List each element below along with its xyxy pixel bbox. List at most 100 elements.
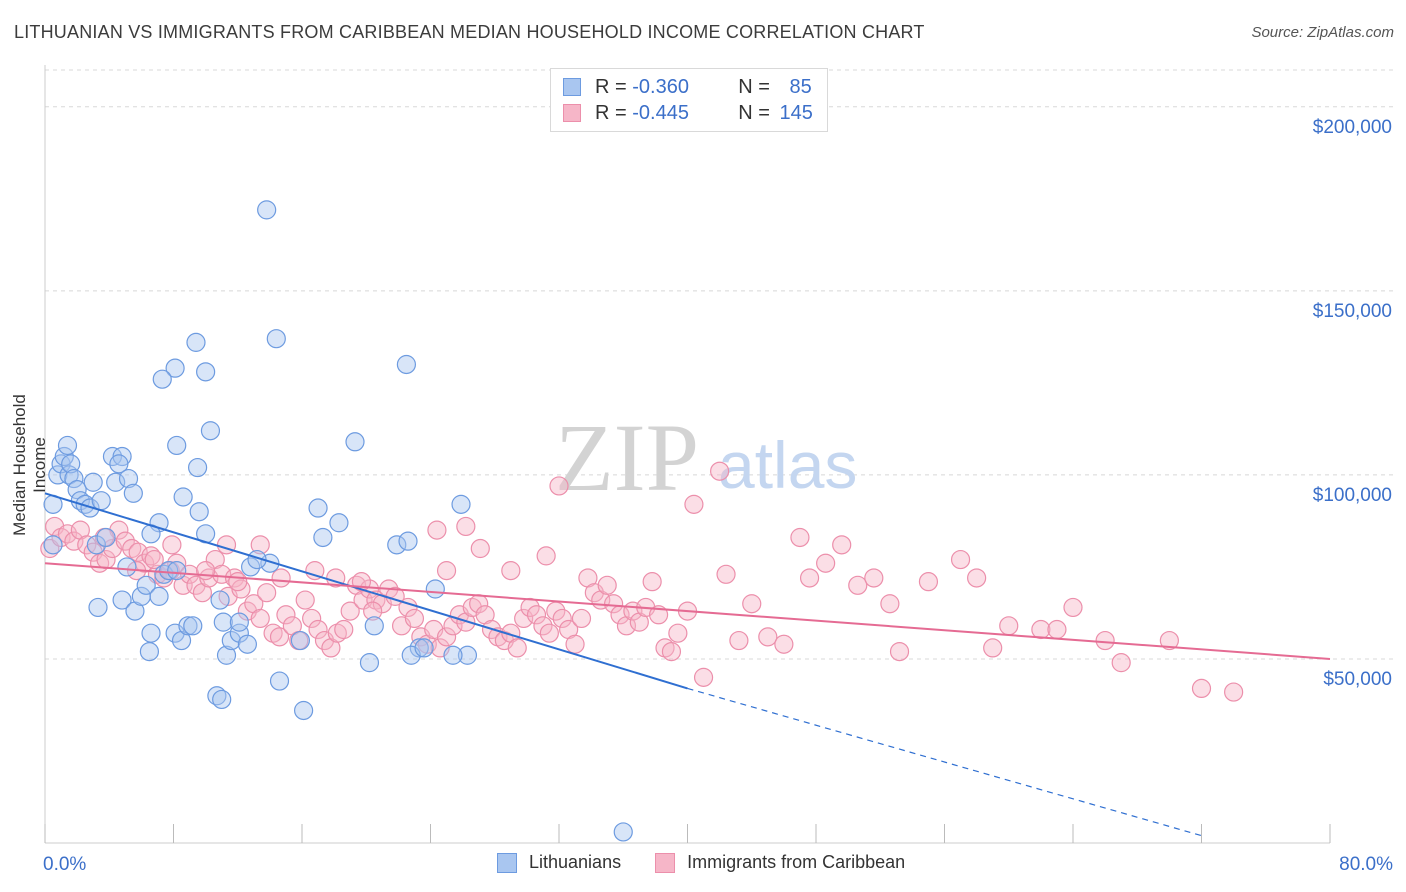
point-caribbean <box>799 568 820 588</box>
point-lithuanians <box>213 612 233 632</box>
legend-label-lithuanians: Lithuanians <box>529 852 622 872</box>
point-caribbean <box>257 583 277 603</box>
point-lithuanians <box>183 616 203 636</box>
watermark-atlas: atlas <box>718 428 857 502</box>
point-lithuanians <box>117 557 137 577</box>
point-lithuanians <box>221 630 241 651</box>
point-caribbean <box>1095 630 1115 651</box>
legend-swatch-caribbean <box>655 852 676 873</box>
point-lithuanians <box>241 557 261 577</box>
point-caribbean <box>1224 682 1244 702</box>
y-tick-label: $100,000 <box>1313 485 1392 506</box>
point-lithuanians <box>109 454 129 474</box>
point-caribbean <box>250 608 270 629</box>
point-caribbean <box>162 535 182 555</box>
point-lithuanians <box>178 616 198 636</box>
point-caribbean <box>295 590 315 610</box>
y-tick-label: $200,000 <box>1313 117 1392 138</box>
point-lithuanians <box>123 483 143 503</box>
point-caribbean <box>774 634 794 654</box>
point-caribbean <box>790 527 810 548</box>
point-lithuanians <box>102 446 123 467</box>
x-tick-label-max: 80.0% <box>1339 854 1393 875</box>
point-caribbean <box>57 524 78 544</box>
watermark: ZIP atlas <box>555 404 857 511</box>
point-caribbean <box>889 641 910 662</box>
point-caribbean <box>832 535 852 555</box>
point-lithuanians <box>186 332 206 352</box>
n-label: N = <box>738 75 776 98</box>
point-lithuanians <box>229 623 249 643</box>
trend-lines <box>44 492 1331 837</box>
x-tick-label-min: 0.0% <box>43 854 86 875</box>
point-lithuanians <box>83 472 103 492</box>
point-lithuanians <box>136 575 156 595</box>
point-caribbean <box>64 531 84 551</box>
point-caribbean <box>456 516 476 537</box>
point-lithuanians <box>167 561 187 581</box>
point-caribbean <box>271 568 291 588</box>
point-caribbean <box>693 667 714 687</box>
point-lithuanians <box>91 491 111 511</box>
y-tick-label: $150,000 <box>1313 301 1392 322</box>
point-caribbean <box>144 549 164 570</box>
point-caribbean <box>655 638 675 658</box>
point-lithuanians <box>613 822 633 842</box>
point-lithuanians <box>167 435 187 456</box>
point-caribbean <box>77 535 97 555</box>
point-caribbean <box>597 575 617 595</box>
point-caribbean <box>642 572 662 592</box>
point-lithuanians <box>294 700 314 721</box>
point-caribbean <box>507 638 527 658</box>
point-caribbean <box>552 608 572 629</box>
point-lithuanians <box>345 432 365 452</box>
r-value: -0.360 <box>632 75 689 98</box>
series-lithuanians-points <box>43 200 633 842</box>
point-lithuanians <box>159 561 179 581</box>
point-lithuanians <box>149 586 169 606</box>
point-caribbean <box>661 641 682 662</box>
point-lithuanians <box>313 527 333 548</box>
point-caribbean <box>536 546 556 566</box>
point-lithuanians <box>187 457 208 478</box>
point-caribbean <box>212 564 232 584</box>
point-caribbean <box>340 601 360 621</box>
point-lithuanians <box>54 446 74 467</box>
point-lithuanians <box>443 645 463 665</box>
point-caribbean <box>526 605 547 625</box>
point-caribbean <box>327 623 347 643</box>
trend-line-lithuanians-extension <box>687 687 1202 837</box>
point-caribbean <box>302 608 322 629</box>
point-lithuanians <box>269 671 290 691</box>
point-caribbean <box>950 549 971 570</box>
y-tick-label: $50,000 <box>1323 669 1392 690</box>
point-lithuanians <box>141 623 161 643</box>
point-lithuanians <box>43 535 63 555</box>
n-label: N = <box>738 101 776 124</box>
point-caribbean <box>276 605 296 625</box>
point-caribbean <box>539 623 559 643</box>
point-caribbean <box>967 568 987 588</box>
point-caribbean <box>115 531 135 551</box>
point-lithuanians <box>212 689 232 710</box>
point-caribbean <box>684 494 704 514</box>
point-lithuanians <box>414 638 434 658</box>
point-caribbean <box>549 476 569 496</box>
point-lithuanians <box>387 535 407 555</box>
point-caribbean <box>716 564 736 584</box>
point-lithuanians <box>106 472 126 492</box>
point-caribbean <box>1111 653 1131 673</box>
point-caribbean <box>729 630 749 651</box>
point-caribbean <box>816 553 836 573</box>
point-caribbean <box>848 575 868 595</box>
point-caribbean <box>514 608 534 629</box>
point-caribbean <box>999 616 1019 636</box>
point-caribbean <box>470 538 490 559</box>
point-caribbean <box>122 538 142 559</box>
point-caribbean <box>604 594 624 614</box>
point-caribbean <box>533 616 553 636</box>
point-lithuanians <box>210 590 230 610</box>
point-caribbean <box>864 568 884 588</box>
axes <box>44 65 1331 844</box>
point-caribbean <box>742 594 762 614</box>
